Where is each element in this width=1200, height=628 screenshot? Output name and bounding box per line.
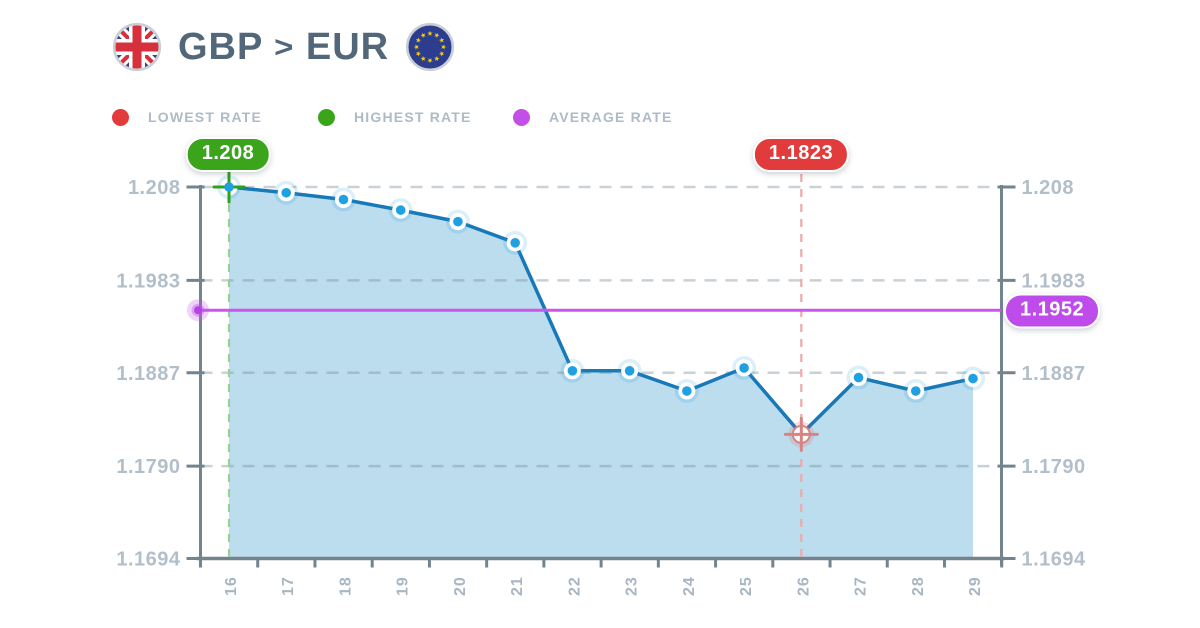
x-axis-label-29: 29: [967, 576, 984, 596]
legend-label: AVERAGE RATE: [549, 109, 673, 125]
y-axis-label-left: 1.1983: [116, 270, 180, 292]
y-axis-label-left: 1.1887: [116, 363, 180, 385]
x-axis-label-27: 27: [853, 576, 870, 596]
to-currency-code: EUR: [305, 25, 390, 68]
average-dot: [194, 306, 202, 315]
lowest-crosshair-icon: [783, 416, 819, 452]
x-axis-label-20: 20: [452, 576, 469, 596]
page-title: GBP > EUR: [178, 26, 389, 69]
uk-flag-icon: [112, 22, 162, 72]
y-axis-label-right: 1.208: [1022, 177, 1075, 199]
arrow-right-icon: >: [274, 31, 295, 64]
y-axis-label-left: 1.1790: [116, 456, 180, 478]
legend-item-average: AVERAGE RATE: [513, 106, 673, 128]
highest-rate-dot-icon: [318, 108, 335, 126]
x-axis-label-19: 19: [395, 576, 412, 596]
rate-line: [227, 185, 975, 437]
y-axis-label-right: 1.1887: [1022, 363, 1086, 385]
lowest-rate-dot-icon: [112, 108, 129, 126]
legend-label: HIGHEST RATE: [354, 109, 472, 125]
data-point-day-18[interactable]: [338, 194, 349, 205]
data-point-day-28[interactable]: [910, 386, 921, 396]
x-axis-label-18: 18: [337, 576, 354, 596]
data-point-day-16: [224, 182, 234, 192]
x-axis-label-17: 17: [280, 576, 297, 596]
x-axis-label-28: 28: [910, 576, 927, 596]
average-rate-dot-icon: [513, 108, 530, 126]
x-axis-label-24: 24: [681, 576, 698, 596]
y-axis-label-right: 1.1790: [1022, 456, 1086, 478]
data-point-day-21[interactable]: [510, 238, 520, 248]
data-point-day-20[interactable]: [453, 216, 463, 227]
data-point-day-17[interactable]: [281, 187, 292, 198]
x-axis-label-22: 22: [566, 576, 583, 596]
highest-rate-badge: 1.208: [185, 137, 271, 172]
lowest-rate-badge: 1.1823: [752, 137, 850, 172]
data-point-day-24[interactable]: [682, 386, 692, 396]
area-fill: [229, 187, 973, 559]
eu-flag-icon: [406, 22, 455, 72]
data-point-day-23[interactable]: [624, 366, 635, 376]
y-axis-label-left: 1.208: [128, 177, 181, 199]
from-currency-code: GBP: [178, 25, 264, 68]
data-point-day-22[interactable]: [567, 366, 578, 376]
data-point-day-19[interactable]: [395, 205, 406, 215]
legend: LOWEST RATE HIGHEST RATE AVERAGE RATE: [0, 106, 1200, 128]
x-axis-label-25: 25: [738, 576, 755, 596]
x-axis-label-26: 26: [795, 576, 812, 596]
x-axis-label-21: 21: [509, 576, 526, 596]
y-axis-label-right: 1.1694: [1022, 549, 1087, 571]
legend-item-lowest: LOWEST RATE: [112, 106, 262, 128]
data-point-day-29[interactable]: [968, 373, 978, 384]
average-rate-badge: 1.1952: [1004, 293, 1101, 329]
x-axis-label-23: 23: [624, 576, 641, 596]
data-point-day-27[interactable]: [853, 372, 864, 383]
data-point-day-25[interactable]: [739, 363, 749, 373]
legend-item-highest: HIGHEST RATE: [318, 106, 472, 128]
x-axis-label-16: 16: [223, 576, 240, 596]
header: GBP > EUR: [112, 22, 455, 72]
y-axis-label-left: 1.1694: [116, 549, 181, 571]
legend-label: LOWEST RATE: [148, 109, 263, 125]
y-axis-label-right: 1.1983: [1022, 270, 1086, 292]
